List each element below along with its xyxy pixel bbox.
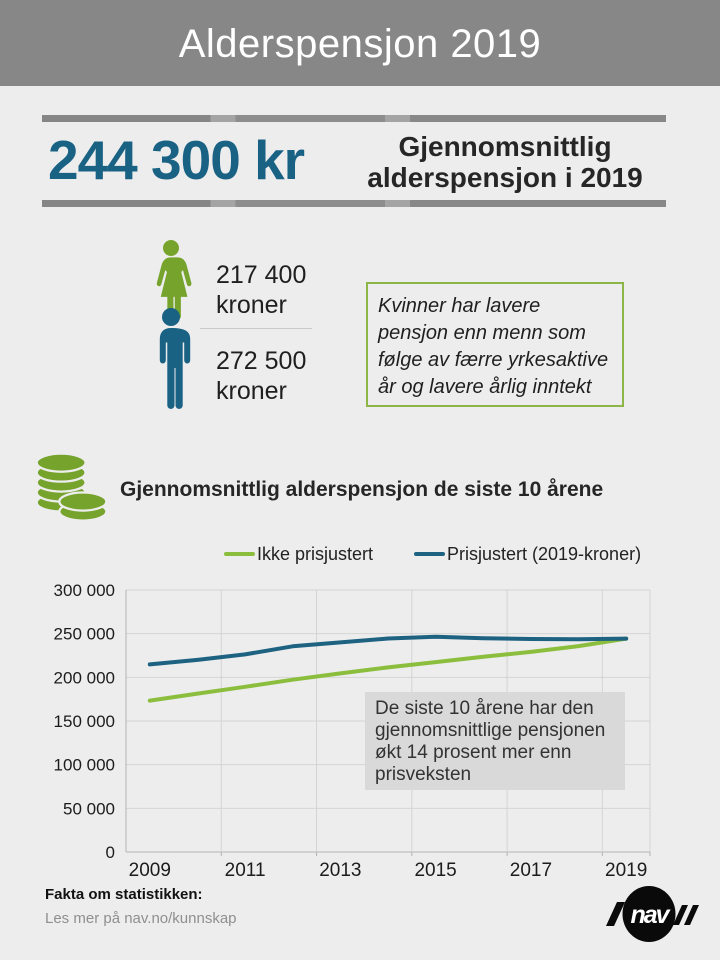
header-bar: Alderspensjon 2019 xyxy=(0,0,720,86)
men-pension-figure: 272 500 kroner xyxy=(216,346,306,406)
gender-note-box: Kvinner har lavere pensjon enn menn som … xyxy=(366,282,624,407)
women-value: 217 400 xyxy=(216,261,307,289)
nav-logo: nav xyxy=(606,886,699,942)
average-pension-amount: 244 300 kr xyxy=(48,129,305,191)
gender-note-text: Kvinner har lavere pensjon enn menn som … xyxy=(378,295,609,398)
men-value: 272 500 xyxy=(216,347,307,375)
legend-swatch-green xyxy=(224,552,255,556)
nav-logo-text: nav xyxy=(630,901,671,929)
svg-text:2019: 2019 xyxy=(605,860,647,881)
caption-line2: alderspensjon i 2019 xyxy=(367,162,643,193)
women-pension-figure: 217 400 kroner xyxy=(216,260,306,320)
fact-link-text: Les mer på nav.no/kunnskap xyxy=(45,910,237,927)
svg-text:50 000: 50 000 xyxy=(63,799,115,818)
svg-text:300 000: 300 000 xyxy=(54,581,115,600)
woman-icon xyxy=(156,240,192,320)
legend-swatch-blue xyxy=(414,552,445,556)
svg-text:0: 0 xyxy=(106,843,115,862)
women-unit: kroner xyxy=(216,291,287,319)
chart-annotation-text: De siste 10 årene har den gjennomsnittli… xyxy=(375,698,606,785)
divider-rule-bottom xyxy=(42,200,666,207)
men-unit: kroner xyxy=(216,377,287,405)
svg-text:200 000: 200 000 xyxy=(54,668,115,687)
svg-text:2009: 2009 xyxy=(129,860,171,881)
svg-text:2013: 2013 xyxy=(319,860,361,881)
fact-heading: Fakta om statistikken: xyxy=(45,886,203,903)
nav-logo-right-slash-1 xyxy=(673,905,688,925)
nav-logo-left-slash xyxy=(606,902,625,926)
man-icon xyxy=(159,308,191,409)
gender-divider xyxy=(200,328,312,329)
nav-logo-right-slash-2 xyxy=(684,905,699,925)
svg-text:100 000: 100 000 xyxy=(54,756,115,775)
page-title: Alderspensjon 2019 xyxy=(178,22,542,66)
legend-label-price-adjusted: Prisjustert (2019-kroner) xyxy=(447,543,642,564)
svg-text:250 000: 250 000 xyxy=(54,625,115,644)
legend-label-not-adjusted: Ikke prisjustert xyxy=(257,543,374,564)
legend-item-price-adjusted: Prisjustert (2019-kroner) xyxy=(414,542,641,566)
svg-text:2011: 2011 xyxy=(225,860,266,881)
chart-section-title: Gjennomsnittlig alderspensjon de siste 1… xyxy=(120,478,604,501)
chart-annotation-box: De siste 10 årene har den gjennomsnittli… xyxy=(365,692,625,790)
divider-rule-top xyxy=(42,115,666,122)
caption-line1: Gjennomsnittlig xyxy=(398,131,612,162)
average-pension-caption: Gjennomsnittlig alderspensjon i 2019 xyxy=(355,131,655,193)
svg-text:2015: 2015 xyxy=(414,860,456,881)
svg-text:2017: 2017 xyxy=(510,860,552,881)
svg-text:150 000: 150 000 xyxy=(54,712,115,731)
legend-item-not-adjusted: Ikke prisjustert xyxy=(224,542,373,566)
coins-icon xyxy=(35,452,108,522)
chart-legend: Ikke prisjustert Prisjustert (2019-krone… xyxy=(0,542,720,566)
